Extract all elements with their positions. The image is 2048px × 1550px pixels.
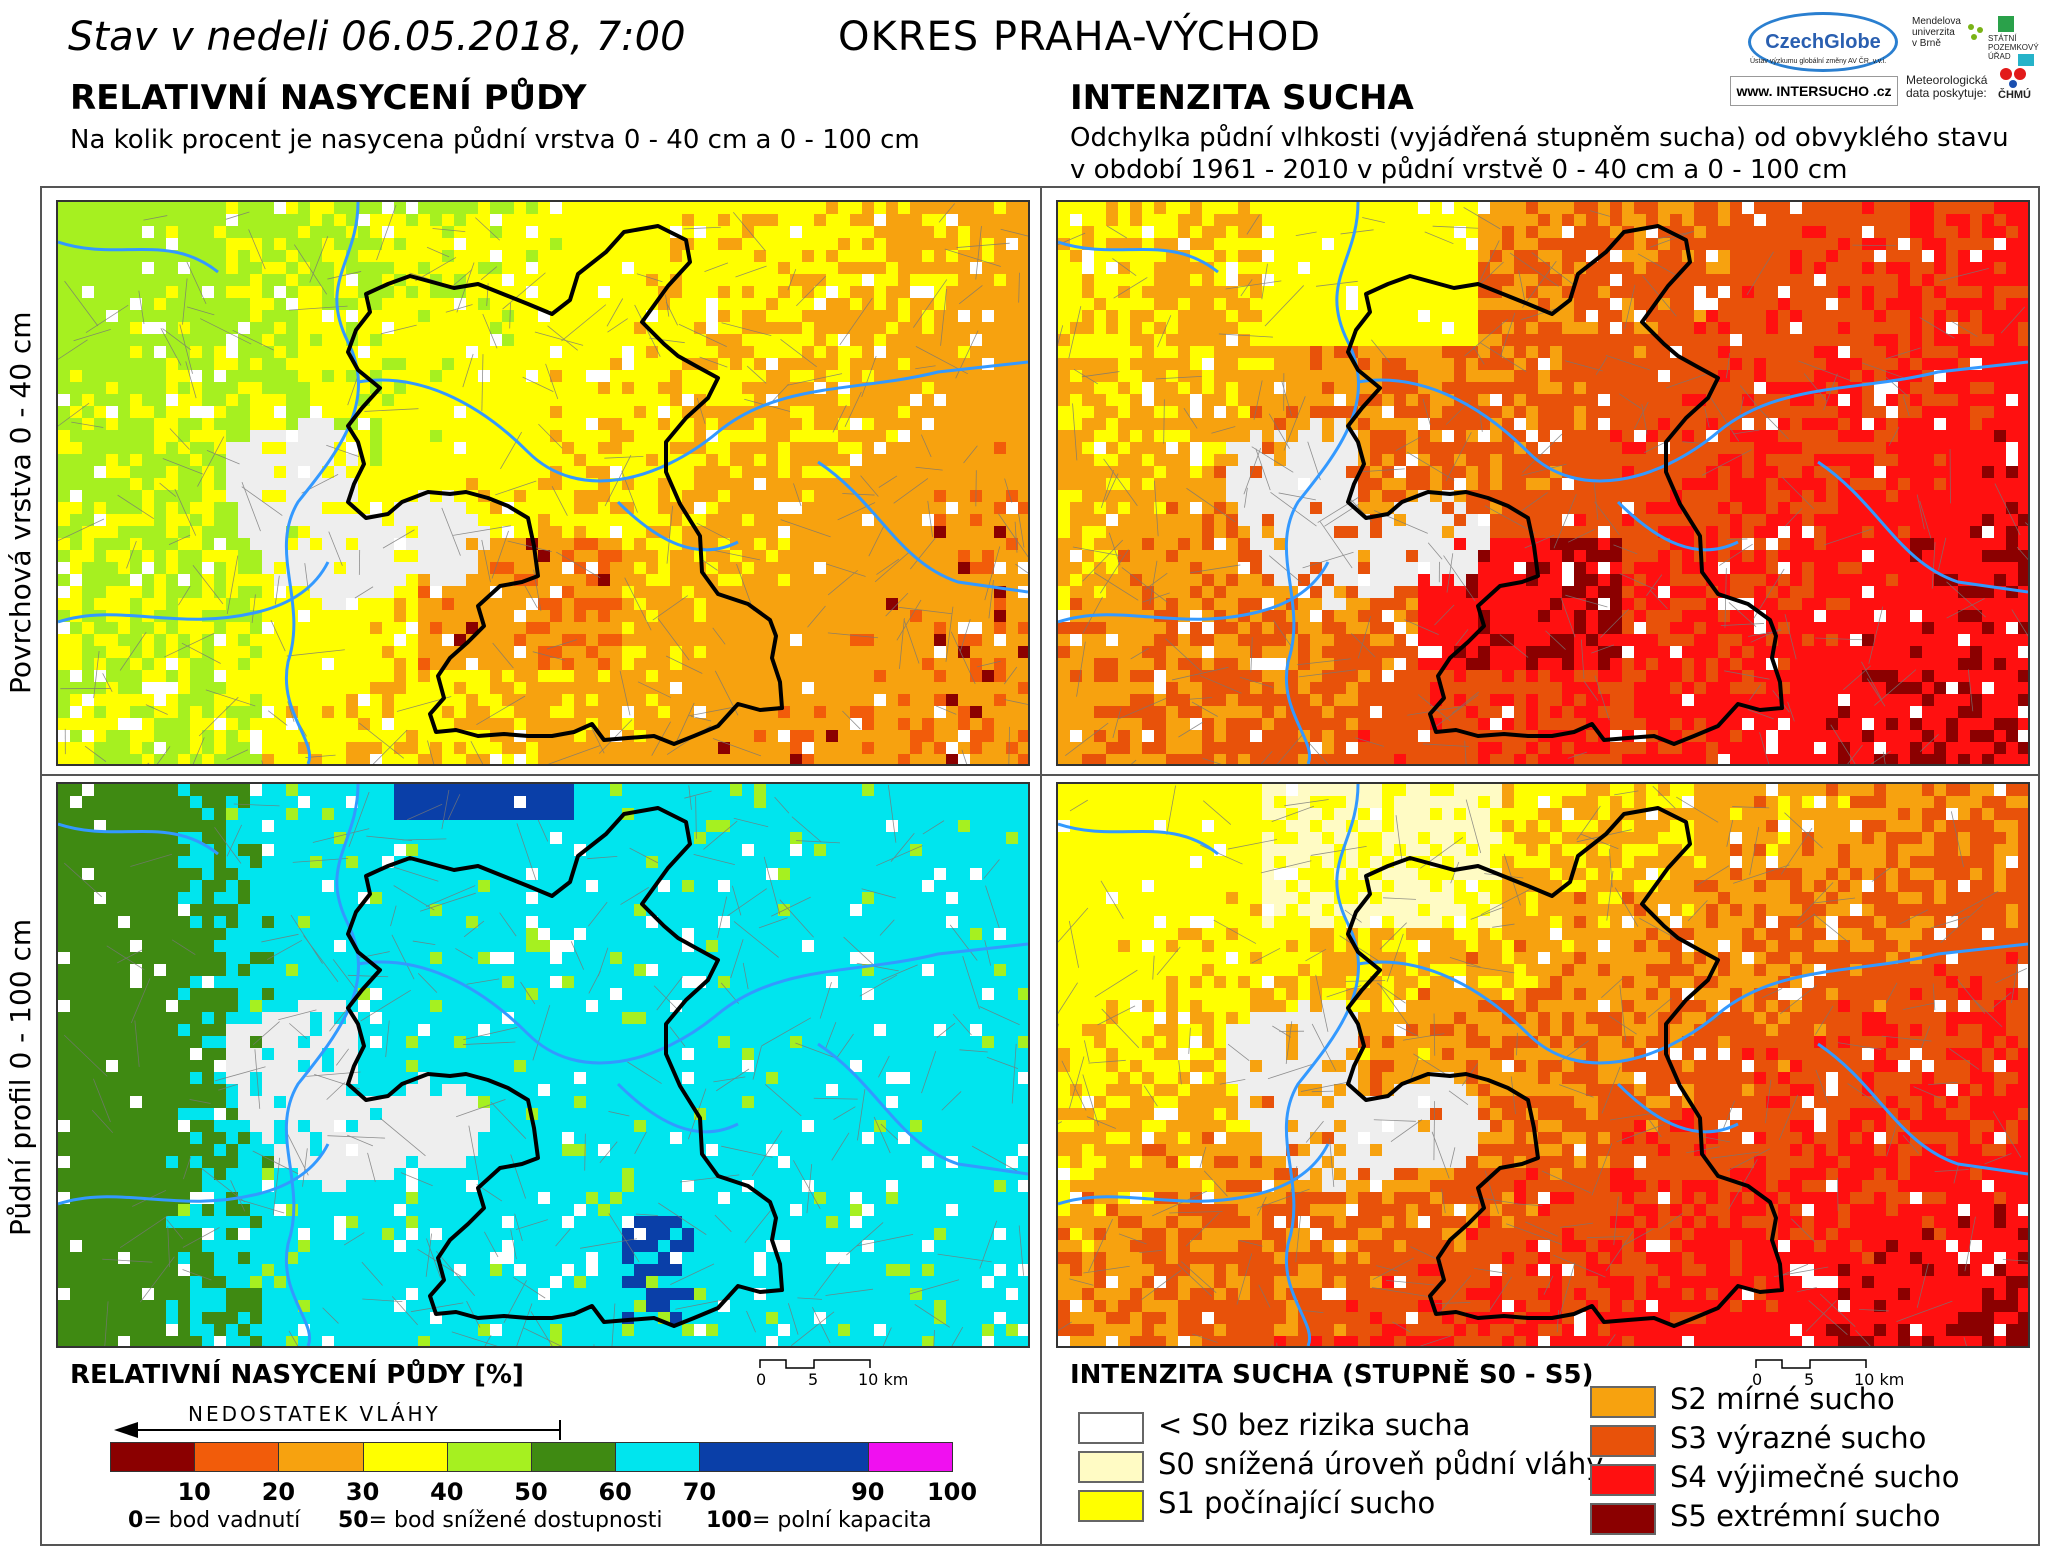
colorbar-bin — [110, 1442, 196, 1472]
district-boundary — [1346, 224, 1784, 746]
chmu-logo: ČHMÚ — [1998, 66, 2031, 106]
drought-class-label: S2 mírné sucho — [1670, 1382, 1895, 1416]
row-divider — [40, 774, 2040, 776]
district-boundary — [1346, 806, 1784, 1328]
drought-class-swatch — [1590, 1386, 1656, 1418]
district-boundary — [346, 224, 784, 746]
colorbar-bin — [699, 1442, 869, 1472]
drought-class-label: S1 počínající sucho — [1158, 1486, 1436, 1520]
spu-logo: STÁTNÍ POZEMKOVÝ ÚŘAD — [1988, 34, 2039, 61]
row-label-bottom: Půdní profil 0 - 100 cm — [4, 918, 37, 1236]
right-title: INTENZITA SUCHA — [1070, 78, 1414, 118]
colorbar-bin — [531, 1442, 617, 1472]
czechglobe-logo: CzechGlobe — [1748, 12, 1898, 72]
meteo-text: Meteorologická data poskytuje: — [1906, 73, 1988, 100]
colorbar-bin — [278, 1442, 364, 1472]
colorbar-bin — [194, 1442, 280, 1472]
logos: CzechGlobe Ústav výzkumu globální změny … — [1730, 8, 2040, 108]
colorbar-tick-label: 20 — [261, 1478, 296, 1506]
map-drought-profile — [1056, 782, 2030, 1348]
note-field-capacity: 100= polní kapacita — [706, 1508, 932, 1533]
colorbar-bin — [362, 1442, 448, 1472]
colorbar-tick-label: 40 — [430, 1478, 464, 1506]
drought-class-label: S0 snížená úroveň půdní vláhy — [1158, 1447, 1604, 1481]
czechglobe-subtitle: Ústav výzkumu globální změny AV ČR, v.v.… — [1750, 58, 1887, 65]
spu-icon — [1998, 16, 2014, 32]
drought-class-swatch — [1078, 1412, 1144, 1444]
right-subtitle-1: Odchylka půdní vlhkosti (vyjádřená stupn… — [1070, 123, 2009, 153]
colorbar-tick-label: 30 — [345, 1478, 380, 1506]
drought-class-label: S3 výrazné sucho — [1670, 1421, 1927, 1455]
saturation-legend-title: RELATIVNÍ NASYCENÍ PŮDY [%] — [70, 1360, 524, 1390]
map-saturation-profile — [56, 782, 1030, 1348]
spu-bar-icon — [2018, 54, 2034, 66]
drought-class-label: S4 výjimečné sucho — [1670, 1460, 1960, 1494]
right-panel-frame — [1040, 186, 2040, 1546]
left-subtitle: Na kolik procent je nasycena půdní vrstv… — [70, 125, 920, 155]
note-wilting-point: 0= bod vadnutí — [128, 1508, 301, 1533]
colorbar-tick-label: 50 — [514, 1478, 548, 1506]
left-title: RELATIVNÍ NASYCENÍ PŮDY — [70, 78, 587, 118]
district-heading: OKRES PRAHA-VÝCHOD — [838, 14, 1322, 60]
colorbar-tick-label: 10 — [177, 1478, 211, 1506]
row-label-top: Povrchová vrstva 0 - 40 cm — [4, 311, 37, 694]
colorbar-tick-label: 90 — [851, 1478, 885, 1506]
drought-class-swatch — [1590, 1425, 1656, 1457]
colorbar-bin — [867, 1442, 953, 1472]
map-saturation-topsoil — [56, 200, 1030, 766]
scale-bar-right: 0 5 10 km — [1752, 1356, 1904, 1389]
colorbar-bin — [615, 1442, 701, 1472]
colorbar-tick-label: 100 — [926, 1478, 978, 1506]
colorbar-bin — [446, 1442, 532, 1472]
district-boundary — [346, 806, 784, 1328]
date-heading: Stav v nedeli 06.05.2018, 7:00 — [68, 14, 686, 60]
right-subtitle-2: v období 1961 - 2010 v půdní vrstvě 0 - … — [1070, 155, 1848, 185]
deficit-arrow-icon — [112, 1418, 562, 1442]
drought-class-swatch — [1590, 1464, 1656, 1496]
drought-class-label: S5 extrémní sucho — [1670, 1499, 1941, 1533]
drought-class-swatch — [1590, 1503, 1656, 1535]
drought-legend-title: INTENZITA SUCHA (STUPNĚ S0 - S5) — [1070, 1360, 1594, 1390]
arrow-label: NEDOSTATEK VLÁHY — [188, 1402, 441, 1426]
drought-class-swatch — [1078, 1451, 1144, 1483]
saturation-colorbar: 10 20 30 40 50 60 70 90 100 — [110, 1442, 977, 1512]
intersucho-logo: www. INTERSUCHO .cz — [1730, 76, 1898, 106]
mendelu-logo: Mendelova univerzita v Brně — [1912, 16, 1961, 49]
scale-bar-left: 0 5 10 km — [756, 1356, 908, 1389]
drought-class-label: < S0 bez rizika sucha — [1158, 1408, 1471, 1442]
map-drought-topsoil — [1056, 200, 2030, 766]
mendelu-icon — [1966, 22, 1986, 42]
colorbar-tick-label: 60 — [598, 1478, 632, 1506]
note-reduced-availability: 50= bod snížené dostupnosti — [338, 1508, 663, 1533]
colorbar-tick-label: 70 — [682, 1478, 717, 1506]
drought-class-swatch — [1078, 1490, 1144, 1522]
